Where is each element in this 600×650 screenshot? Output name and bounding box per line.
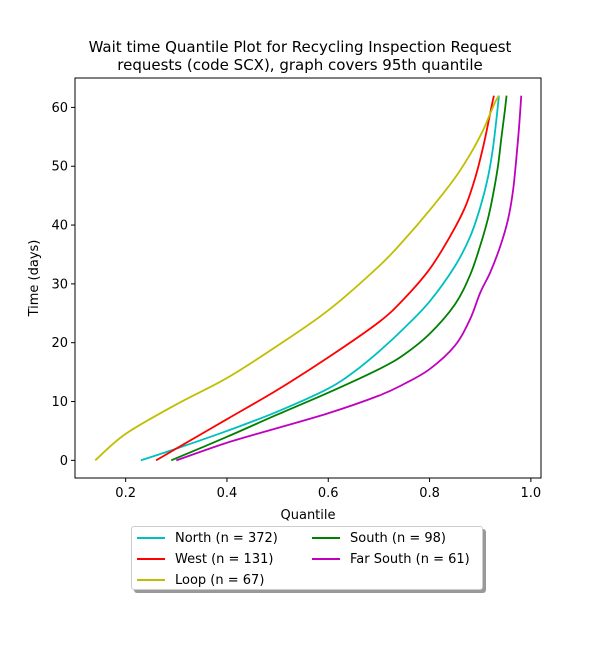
legend-swatch <box>137 579 165 581</box>
y-tick-label: 60 <box>51 101 68 116</box>
y-tick-label: 30 <box>51 277 68 292</box>
x-axis-label: Quantile <box>281 508 336 523</box>
series-line-3 <box>170 95 508 462</box>
series-line-0 <box>140 95 500 462</box>
axis-ticks: 0.2 0.4 0.6 0.8 1.0 0 10 20 30 40 50 60 <box>51 101 541 501</box>
x-tick-label: 0.2 <box>115 486 136 501</box>
series-lines <box>94 95 523 462</box>
legend-item: Far South (n = 61) <box>312 549 470 569</box>
chart-subtitle: requests (code SCX), graph covers 95th q… <box>117 56 483 74</box>
legend-label: West (n = 131) <box>175 551 274 567</box>
x-tick-label: 0.8 <box>419 486 440 501</box>
legend-swatch <box>312 537 340 539</box>
y-axis-label: Time (days) <box>27 240 42 318</box>
x-tick-label: 0.6 <box>318 486 339 501</box>
series-line-2 <box>94 95 500 462</box>
legend-label: Loop (n = 67) <box>175 572 265 588</box>
legend-swatch <box>137 558 165 560</box>
y-tick-label: 50 <box>51 160 68 175</box>
legend-label: Far South (n = 61) <box>350 551 470 567</box>
legend-item: North (n = 372) <box>137 528 278 548</box>
y-tick-label: 0 <box>60 454 68 469</box>
legend-item: Loop (n = 67) <box>137 570 264 590</box>
y-tick-label: 10 <box>51 395 68 410</box>
series-line-4 <box>176 95 523 462</box>
x-tick-label: 0.4 <box>217 486 238 501</box>
series-line-1 <box>155 95 495 462</box>
y-tick-label: 40 <box>51 219 68 234</box>
legend-label: South (n = 98) <box>350 530 446 546</box>
y-tick-label: 20 <box>51 336 68 351</box>
x-tick-label: 1.0 <box>521 486 542 501</box>
legend-swatch <box>312 558 340 560</box>
chart-title: Wait time Quantile Plot for Recycling In… <box>88 38 512 56</box>
legend-item: South (n = 98) <box>312 528 446 548</box>
legend-item: West (n = 131) <box>137 549 273 569</box>
legend-label: North (n = 372) <box>175 530 278 546</box>
legend-swatch <box>137 537 165 539</box>
legend: North (n = 372) West (n = 131) Loop (n = 6… <box>131 526 483 590</box>
axes-frame <box>74 77 542 479</box>
